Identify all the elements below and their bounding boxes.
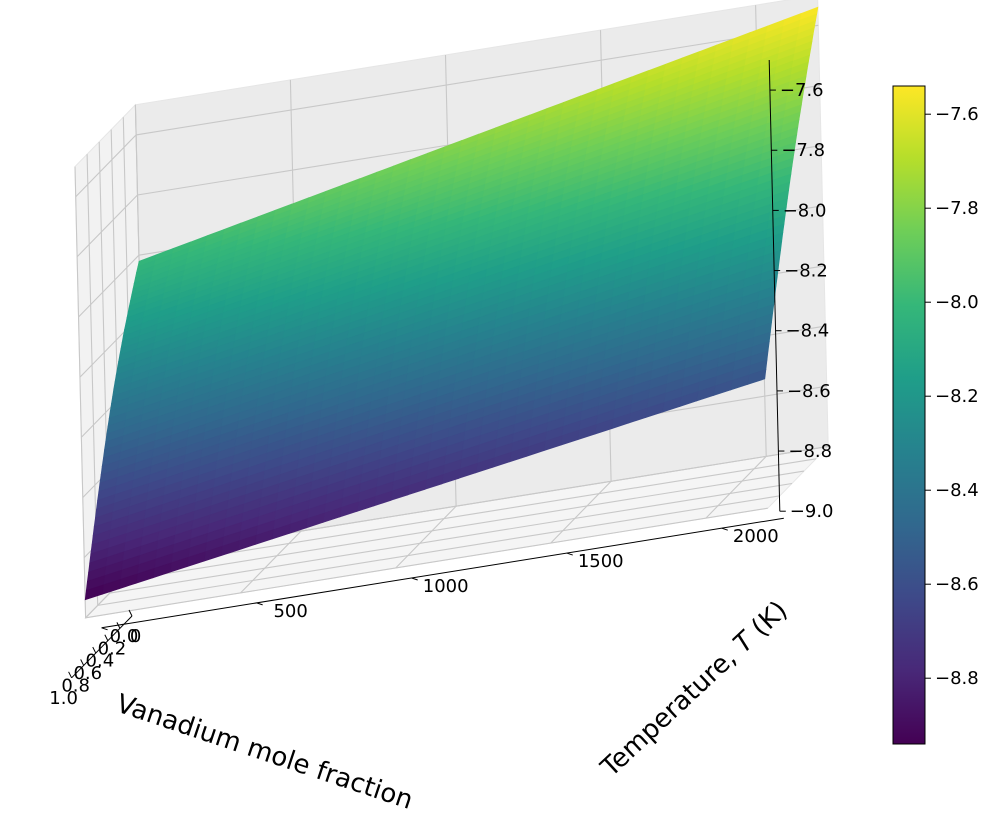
x-axis-line — [71, 615, 133, 679]
x-tick-mark — [68, 671, 73, 679]
tick-labels: 0.00.20.40.60.81.0 0 500 1000 1500 2000 −9.0 −8… — [49, 80, 833, 709]
y-axis-line — [101, 517, 784, 629]
axis-lines — [71, 59, 784, 679]
colorbar-tick-label: −8.2 — [935, 386, 979, 407]
x-tick-label: 0.2 — [98, 638, 127, 659]
y-tick-label: 1000 — [423, 576, 469, 597]
z-tick-label: −9.0 — [790, 501, 834, 522]
z-tick-label: −8.4 — [786, 321, 830, 342]
colorbar: −8.8 −8.6 −8.4 −8.2 −8.0 −7.8 −7.6 — [892, 85, 979, 745]
x-tick-mark — [92, 646, 97, 654]
y-tick-label: 500 — [273, 601, 307, 622]
x-tick-label: 1.0 — [49, 688, 78, 709]
x-tick-label: 0.8 — [61, 675, 90, 696]
surface-patch — [84, 584, 104, 601]
y-tick-label: 1500 — [578, 551, 624, 572]
z-tick-label: −7.6 — [780, 80, 824, 101]
y-tick-mark — [256, 602, 263, 606]
colorbar-ticks: −8.8 −8.6 −8.4 −8.2 −8.0 −7.8 −7.6 — [925, 104, 979, 689]
y-tick-mark — [411, 577, 418, 581]
x-tick-mark — [116, 622, 121, 629]
y-axis-label: Temperature, T (K) — [595, 595, 794, 783]
y-tick-mark — [101, 627, 108, 631]
y-tick-label: 2000 — [733, 526, 779, 547]
z-tick-label: −7.8 — [781, 140, 825, 161]
z-axis-line — [768, 59, 781, 512]
colorbar-tick-label: −8.6 — [935, 574, 979, 595]
colorbar-tick-label: −8.0 — [935, 292, 979, 313]
colorbar-tick-label: −7.6 — [935, 104, 979, 125]
colorbar-tick-label: −8.8 — [935, 668, 979, 689]
x-tick-label: 0.0 — [110, 626, 139, 647]
colorbar-tick-label: −8.4 — [935, 480, 979, 501]
z-tick-label: −8.0 — [783, 200, 827, 221]
colorbar-fill — [892, 85, 926, 745]
x-tick-mark — [128, 609, 133, 617]
colorbar-tick-label: −7.8 — [935, 198, 979, 219]
x-tick-label: 0.6 — [73, 663, 102, 684]
z-tick-label: −8.2 — [784, 261, 828, 282]
z-gridline — [75, 24, 819, 198]
y-tick-mark — [721, 527, 728, 531]
y-tick-label: 0 — [130, 626, 141, 647]
z-tick-label: −8.8 — [788, 441, 832, 462]
x-tick-label: 0.4 — [86, 651, 115, 672]
x-tick-mark — [104, 634, 109, 641]
x-tick-mark — [80, 659, 85, 666]
y-axis-label-text: Temperature, — [595, 637, 749, 783]
y-tick-mark — [566, 552, 573, 556]
z-tick-label: −8.6 — [787, 381, 831, 402]
surface-plot — [84, 6, 819, 601]
x-axis-label: Vanadium mole fraction — [113, 689, 417, 816]
